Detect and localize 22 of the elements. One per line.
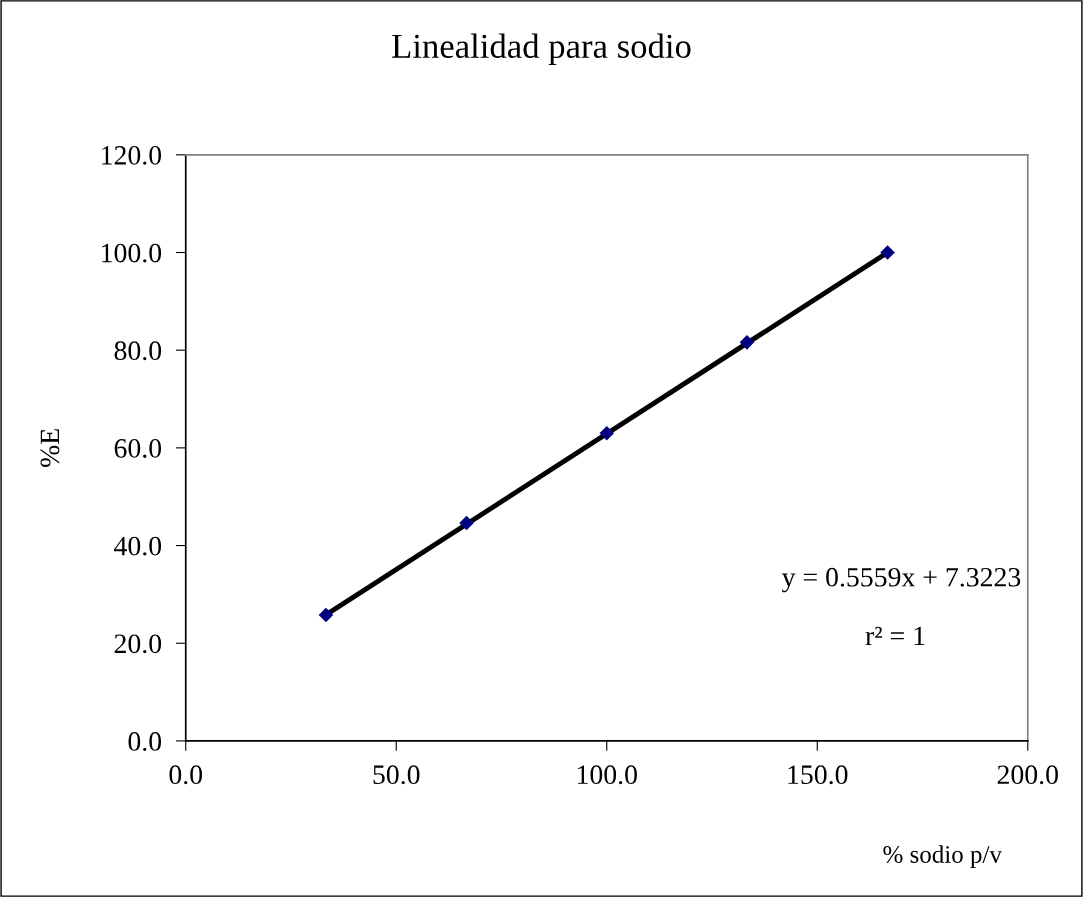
y-tick-label: 120.0 (102, 145, 162, 165)
y-tick-label: 80.0 (114, 341, 162, 361)
point (880, 245, 895, 260)
point (739, 335, 755, 350)
annotation: r² = 1 (865, 626, 925, 646)
y-tick-label: 60.0 (114, 439, 162, 458)
point (318, 607, 334, 623)
y-tick-label: 40.0 (114, 536, 162, 556)
annotation: y = 0.5559x + 7.3223 (781, 567, 1021, 593)
x-tick-label: 150.0 (788, 765, 848, 785)
y-tick-label: 0.0 (128, 732, 162, 751)
x-axis-title: % sodio p/v (883, 845, 1002, 868)
x-tick-label: 50.0 (373, 765, 420, 785)
y-axis-title: %E (40, 429, 60, 467)
y-tick-label: 100.0 (102, 243, 162, 263)
point (599, 425, 615, 441)
x-tick-label: 200.0 (997, 765, 1058, 785)
x-tick-label: 100.0 (577, 765, 637, 785)
point (459, 515, 474, 531)
x-tick-label: 0.0 (169, 765, 203, 785)
y-tick-label: 20.0 (114, 634, 162, 654)
chart-title: Linealidad para sodio (392, 33, 691, 66)
